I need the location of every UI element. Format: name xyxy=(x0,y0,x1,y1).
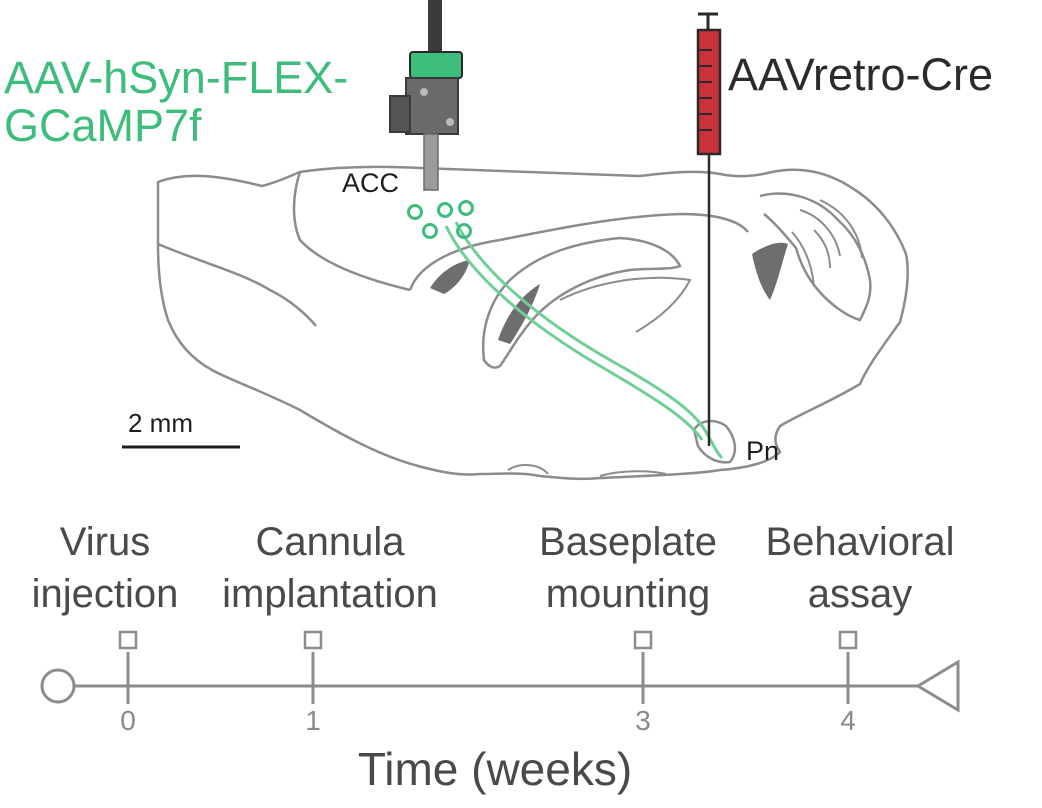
virus-label: AAV-hSyn-FLEX- GCaMP7f xyxy=(4,54,348,150)
tick-label: 1 xyxy=(305,705,321,736)
event-label-line1: Cannula xyxy=(255,520,405,564)
neuron xyxy=(456,223,472,239)
timeline-end-arrow xyxy=(915,659,960,713)
event-marker xyxy=(838,630,858,650)
event-label-line1: Virus xyxy=(59,520,151,564)
event-label-line2: injection xyxy=(31,572,179,616)
syringe-icon xyxy=(696,12,722,446)
tick-label: 0 xyxy=(120,705,136,736)
neuron xyxy=(407,204,423,220)
virus-label-line1: AAV-hSyn-FLEX- xyxy=(4,52,349,103)
event-label-line1: Baseplate xyxy=(539,520,717,564)
retro-label: AAVretro-Cre xyxy=(728,49,994,100)
tick-label: 4 xyxy=(840,705,856,736)
virus-label-line2: GCaMP7f xyxy=(4,100,202,151)
projection-fiber-2 xyxy=(444,225,704,441)
event-label-line1: Behavioral xyxy=(765,520,955,564)
neuron xyxy=(437,202,453,218)
event-marker xyxy=(633,630,653,650)
olfactory-bulb xyxy=(157,242,317,327)
neuron xyxy=(422,223,438,239)
timeline-start-marker xyxy=(40,668,76,704)
cerebellum-folia xyxy=(791,199,863,287)
tick-label: 3 xyxy=(635,705,651,736)
hippocampus-dark xyxy=(498,284,540,344)
event-marker xyxy=(118,630,138,650)
event-marker xyxy=(303,630,323,650)
pons xyxy=(692,419,737,464)
scale-bar-label: 2 mm xyxy=(128,408,193,438)
acc-label: ACC xyxy=(342,168,400,198)
miniscope-icon xyxy=(389,0,463,191)
thalamus xyxy=(559,276,692,333)
projection-fiber xyxy=(454,221,724,460)
event-label-line2: assay xyxy=(807,572,913,616)
ventral-detail xyxy=(507,464,667,477)
pn-label: Pn xyxy=(746,436,780,466)
neuron xyxy=(458,200,474,216)
cerebellum xyxy=(759,192,872,322)
fourth-ventricle xyxy=(752,242,788,300)
event-label-line2: implantation xyxy=(222,572,438,616)
hippocampus xyxy=(481,236,682,369)
cortex-boundary xyxy=(292,171,411,292)
lateral-ventricle xyxy=(430,260,470,294)
corpus-callosum xyxy=(408,212,749,291)
event-label-line2: mounting xyxy=(545,572,711,616)
axis-title: Time (weeks) xyxy=(357,743,633,795)
timeline xyxy=(40,630,960,713)
brain-outline xyxy=(156,165,909,481)
